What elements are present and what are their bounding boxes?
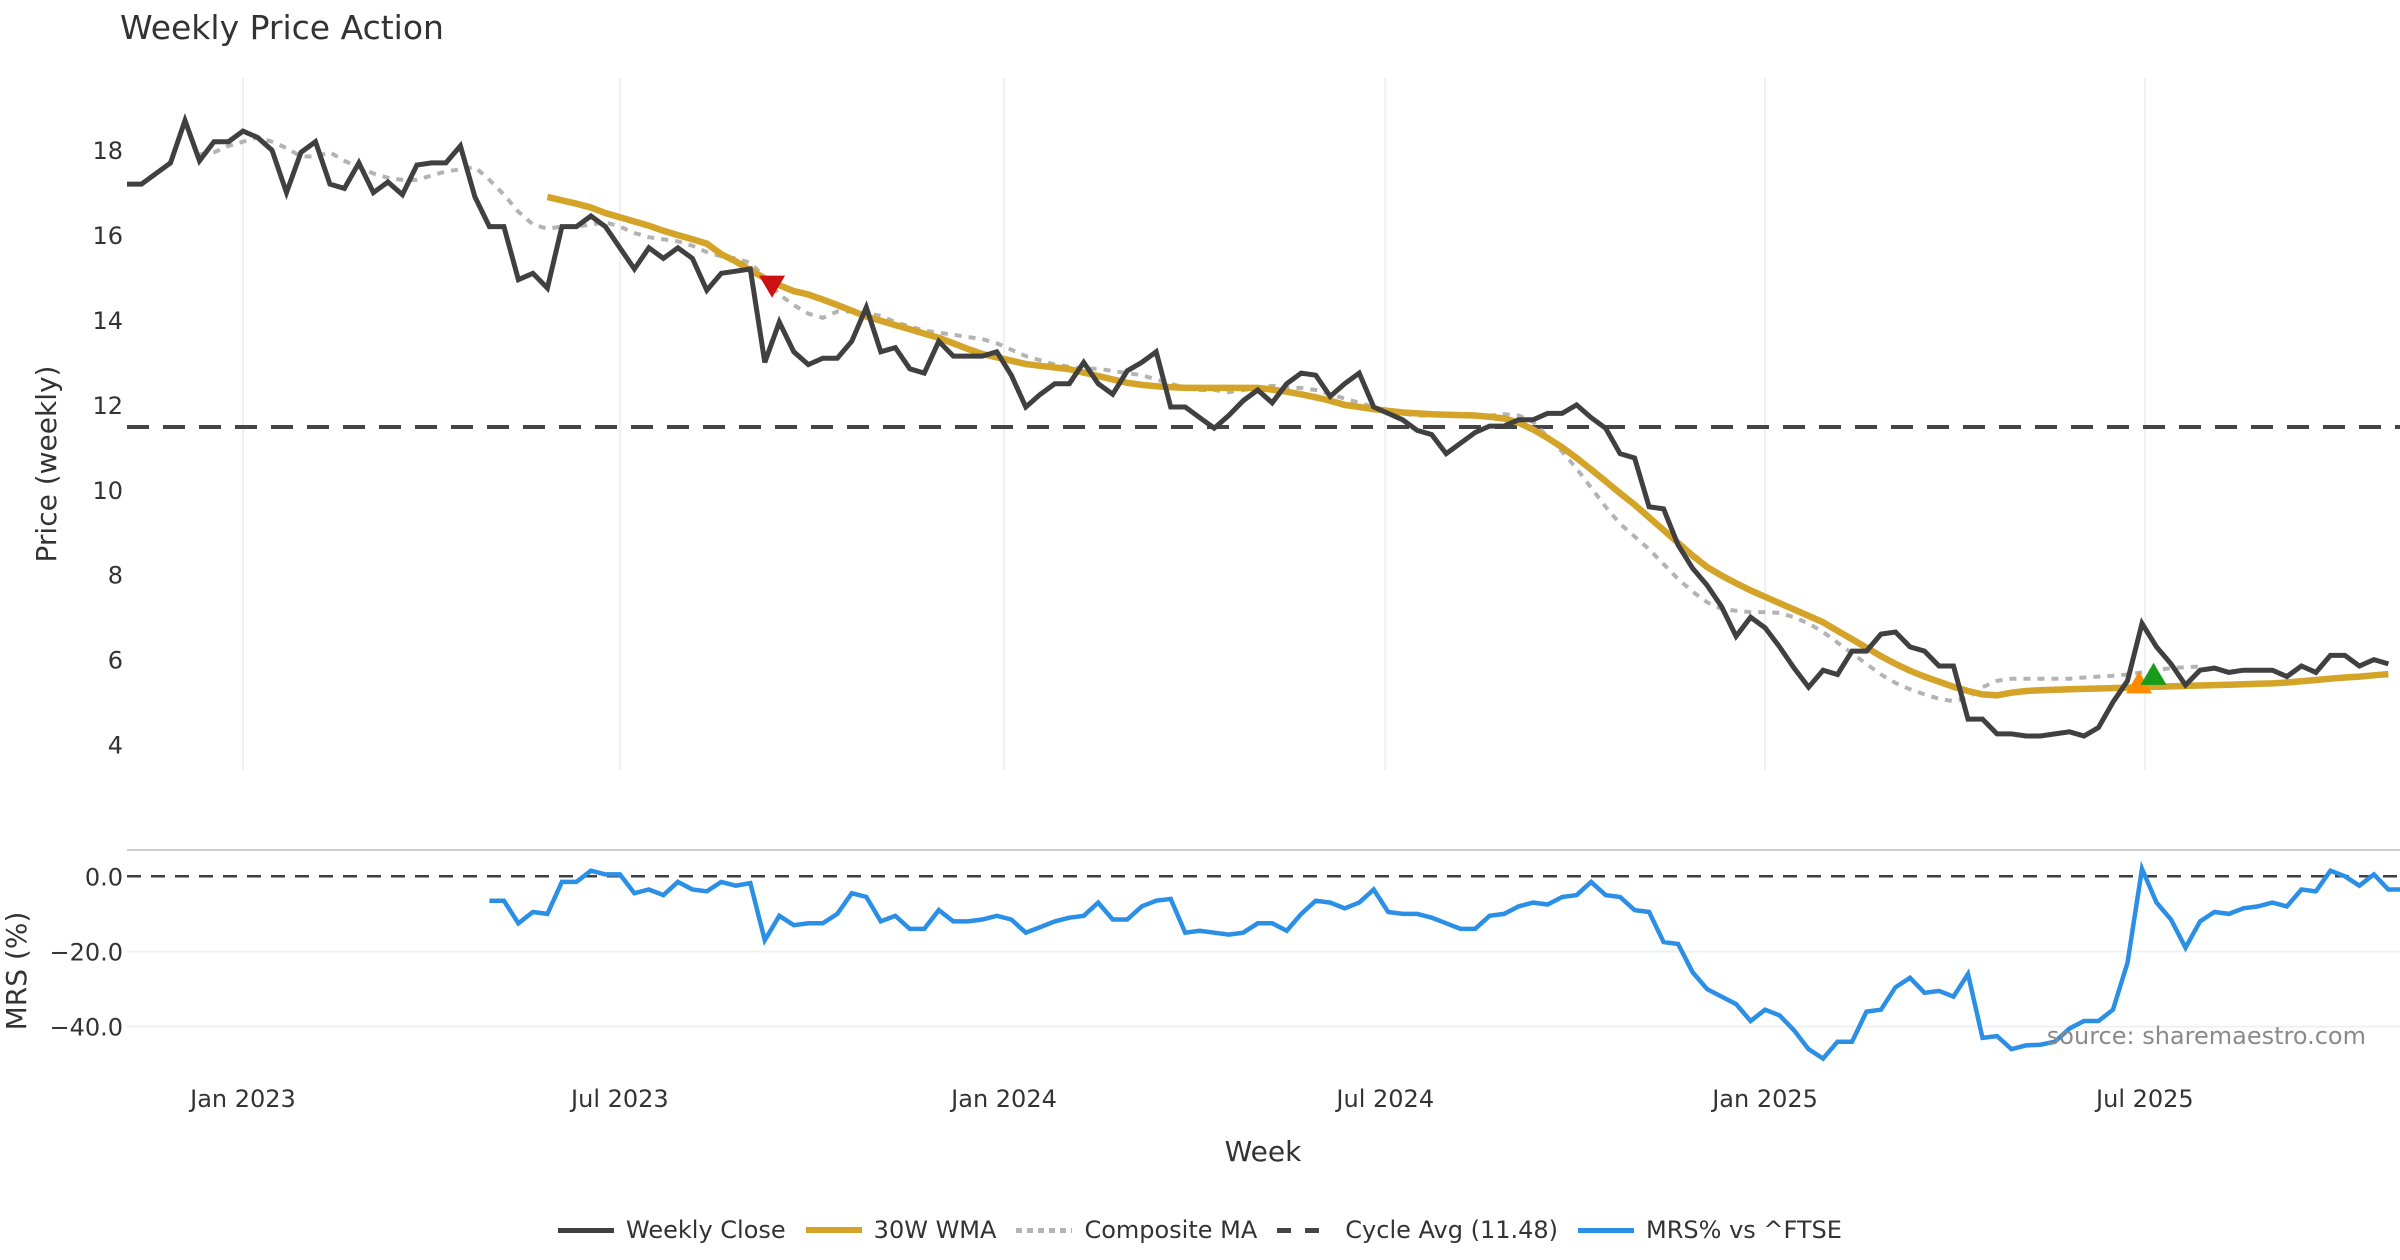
buy-signal-marker (2126, 671, 2153, 694)
buy-signal-marker (2140, 662, 2167, 685)
mrs-gridlines (127, 950, 2400, 1028)
legend-label: Composite MA (1084, 1216, 1258, 1244)
legend-swatch (558, 1227, 615, 1233)
legend-label: MRS% vs ^FTSE (1646, 1216, 1842, 1244)
chart-title: Weekly Price Action (120, 8, 444, 47)
x-axis-title: Week (1225, 1135, 1302, 1168)
mrs-y-ticks: 0.0 −20.0 −40.0 (49, 863, 123, 1041)
price-y-tick-label: 16 (92, 222, 123, 250)
legend-swatch (805, 1227, 862, 1233)
mrs-y-tick-label: −20.0 (49, 938, 123, 966)
price-y-tick-label: 12 (92, 392, 123, 420)
mrs-y-tick-label: −40.0 (49, 1014, 123, 1042)
chart-canvas: 4 6 8 10 12 14 16 18 0.0 −20.0 −40.0 Jan 2023 Jul … (0, 78, 2400, 1168)
mrs-line (489, 860, 2400, 1062)
legend-label: 30W WMA (873, 1216, 997, 1244)
price-y-tick-label: 6 (108, 647, 123, 675)
price-axis-title: Price (weekly) (30, 366, 63, 563)
x-tick-label: Jan 2024 (949, 1085, 1057, 1113)
legend-item-weekly-close[interactable]: Weekly Close (558, 1216, 786, 1244)
watermark: source: sharemaestro.com (2047, 1022, 2366, 1050)
price-y-tick-label: 14 (92, 307, 123, 335)
x-tick-label: Jul 2024 (1334, 1085, 1434, 1113)
mrs-axis-title: MRS (%) (0, 912, 33, 1031)
mrs-y-tick-label: 0.0 (85, 863, 123, 891)
x-tick-label: Jan 2025 (1710, 1085, 1818, 1113)
price-y-tick-label: 18 (92, 137, 123, 165)
x-axis-ticks: Jan 2023 Jul 2023 Jan 2024 Jul 2024 Jan 2025… (188, 1085, 2194, 1113)
price-y-tick-label: 8 (108, 562, 123, 590)
wma-line (546, 193, 2389, 699)
price-y-ticks: 4 6 8 10 12 14 16 18 (92, 137, 123, 759)
price-gridlines (241, 78, 2146, 770)
x-tick-label: Jan 2023 (188, 1085, 296, 1113)
x-tick-label: Jul 2025 (2094, 1085, 2194, 1113)
price-y-tick-label: 4 (108, 732, 123, 760)
legend-swatch (1277, 1227, 1334, 1233)
legend-item-composite-ma[interactable]: Composite MA (1016, 1216, 1257, 1244)
legend-item-wma[interactable]: 30W WMA (805, 1216, 997, 1244)
legend-item-mrs[interactable]: MRS% vs ^FTSE (1578, 1216, 1842, 1244)
weekly-close-line (127, 112, 2390, 739)
x-tick-label: Jul 2023 (569, 1085, 669, 1113)
legend-swatch (1016, 1227, 1073, 1233)
legend-item-cycle-avg[interactable]: Cycle Avg (11.48) (1277, 1216, 1558, 1244)
price-y-tick-label: 10 (92, 477, 123, 505)
sell-signal-marker (759, 275, 786, 298)
legend-swatch (1578, 1227, 1635, 1233)
signal-markers (759, 275, 2167, 694)
legend: Weekly Close 30W WMA Composite MA Cycle … (0, 1210, 2400, 1250)
legend-label: Cycle Avg (11.48) (1345, 1216, 1559, 1244)
legend-label: Weekly Close (626, 1216, 786, 1244)
